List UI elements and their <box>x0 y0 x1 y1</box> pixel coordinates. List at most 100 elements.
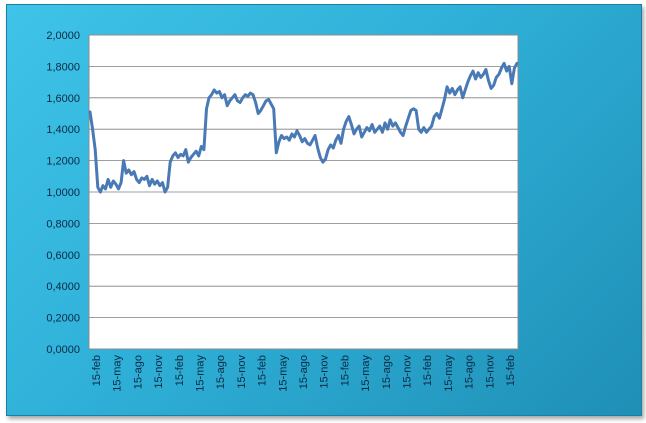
data-point <box>459 86 461 88</box>
data-point <box>296 130 298 132</box>
data-point <box>104 188 107 190</box>
data-point <box>221 97 223 99</box>
data-point <box>358 125 360 127</box>
data-point <box>513 67 516 69</box>
data-point <box>182 155 184 157</box>
data-point <box>480 76 482 78</box>
data-point <box>374 131 376 133</box>
data-point <box>500 67 503 69</box>
data-point <box>154 183 156 185</box>
data-point <box>216 92 218 94</box>
data-point <box>172 155 174 157</box>
y-tick-label: 1,2000 <box>46 156 80 168</box>
x-tick-label: 15-may <box>195 355 207 392</box>
x-axis-tick-labels: 15-feb 15-may 15-ago 15-nov 15-feb 15-may 15-a… <box>91 355 517 392</box>
x-tick-label: 15-nov <box>484 355 496 389</box>
data-point <box>195 150 197 152</box>
data-point <box>366 127 368 129</box>
data-point <box>449 92 451 94</box>
data-point <box>371 123 373 126</box>
x-tick-label: 15-feb <box>339 355 351 386</box>
data-point <box>180 153 182 155</box>
data-point <box>148 185 151 187</box>
data-point <box>495 76 497 78</box>
x-tick-label: 15-ago <box>215 355 227 389</box>
y-axis-tick-labels: 0,0000 0,2000 0,4000 0,6000 0,8000 1,0000 1,20… <box>46 30 80 356</box>
data-point <box>493 84 495 86</box>
y-tick-label: 0,2000 <box>46 313 80 325</box>
data-point <box>92 128 94 130</box>
data-point <box>343 128 345 130</box>
data-point <box>335 139 337 141</box>
x-tick-label: 15-nov <box>402 355 414 389</box>
data-point <box>283 138 285 140</box>
data-point <box>324 158 327 160</box>
data-point <box>164 191 166 193</box>
x-tick-label: 15-may <box>277 355 289 392</box>
data-point <box>389 119 391 121</box>
data-point <box>141 177 143 179</box>
x-tick-label: 15-ago <box>464 355 476 389</box>
data-point <box>399 131 402 133</box>
data-point <box>236 100 239 102</box>
data-point <box>200 145 202 148</box>
y-tick-label: 1,0000 <box>46 187 80 199</box>
data-point <box>397 127 399 129</box>
data-point <box>330 144 332 146</box>
data-point <box>120 182 122 184</box>
data-point <box>345 120 347 122</box>
data-point <box>239 101 241 104</box>
data-point <box>418 128 420 130</box>
data-point <box>451 87 453 89</box>
data-point <box>229 100 231 102</box>
data-point <box>381 131 383 133</box>
data-point <box>169 161 171 163</box>
data-point <box>115 183 117 185</box>
data-point <box>356 128 358 130</box>
data-point <box>268 98 270 100</box>
data-point <box>340 142 342 144</box>
data-point <box>482 73 484 75</box>
data-point <box>415 109 417 111</box>
data-point <box>304 138 306 140</box>
data-point <box>123 160 125 162</box>
data-point <box>234 94 236 96</box>
data-point <box>224 94 226 96</box>
data-point <box>138 182 140 184</box>
data-point <box>475 78 477 80</box>
data-point <box>242 97 244 99</box>
data-point <box>301 141 303 143</box>
data-point <box>332 147 334 149</box>
data-point <box>508 65 510 67</box>
data-point <box>353 133 355 135</box>
x-tick-label: 15-ago <box>132 355 144 389</box>
data-point <box>291 133 293 135</box>
data-point <box>265 100 267 102</box>
data-point <box>136 178 138 180</box>
data-point <box>472 70 474 72</box>
data-point <box>467 81 469 83</box>
data-point <box>161 182 164 184</box>
data-point <box>456 89 459 91</box>
data-point <box>327 149 329 151</box>
data-point <box>231 97 233 99</box>
data-point <box>203 149 205 151</box>
x-tick-label: 15-may <box>112 355 124 392</box>
data-point <box>244 94 246 96</box>
data-point <box>110 186 112 188</box>
data-point <box>394 122 396 124</box>
data-point <box>402 134 404 137</box>
data-point <box>257 112 259 115</box>
y-tick-label: 1,6000 <box>46 93 80 105</box>
data-point <box>516 62 518 64</box>
data-point <box>275 152 277 154</box>
data-point <box>420 131 422 133</box>
data-point <box>379 125 381 127</box>
y-tick-label: 0,0000 <box>46 344 80 356</box>
data-point <box>286 136 288 138</box>
y-tick-label: 2,0000 <box>46 30 80 42</box>
data-point <box>337 134 339 137</box>
data-point <box>387 128 389 130</box>
data-point <box>133 171 135 173</box>
data-point <box>363 131 365 133</box>
